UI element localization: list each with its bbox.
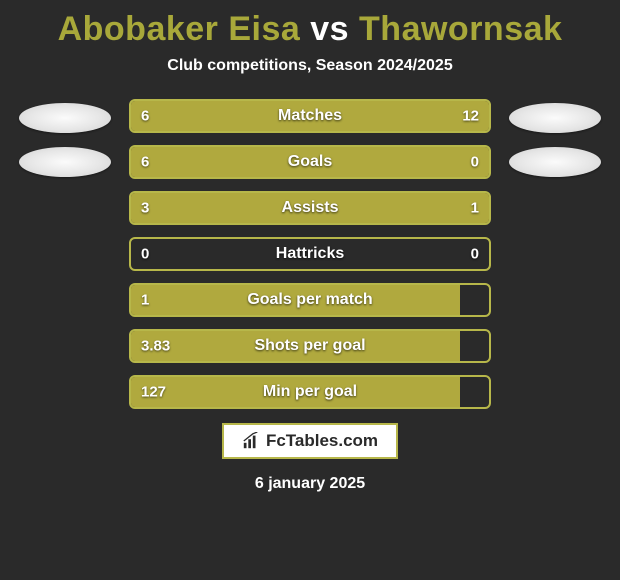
player2-name: Thawornsak bbox=[359, 10, 562, 48]
metric-value-right: 0 bbox=[471, 154, 479, 171]
metric-row: 6 0 Goals bbox=[129, 145, 491, 179]
metric-value-left: 127 bbox=[141, 384, 166, 401]
subtitle: Club competitions, Season 2024/2025 bbox=[0, 57, 620, 75]
metric-value-right: 12 bbox=[462, 108, 479, 125]
player1-avatar-2 bbox=[19, 147, 111, 177]
metric-label: Min per goal bbox=[263, 383, 357, 401]
metric-fill-left bbox=[131, 147, 417, 177]
metric-label: Goals bbox=[288, 153, 332, 171]
metric-row: 0 0 Hattricks bbox=[129, 237, 491, 271]
metric-value-right: 1 bbox=[471, 200, 479, 217]
player1-name: Abobaker Eisa bbox=[58, 10, 301, 48]
metric-fill-left bbox=[131, 193, 400, 223]
metric-value-left: 6 bbox=[141, 108, 149, 125]
player1-avatars bbox=[15, 99, 115, 177]
metric-label: Goals per match bbox=[247, 291, 372, 309]
comparison-body: 6 12 Matches 6 0 Goals 3 1 Assists 0 0 Hattricks 1 Go… bbox=[0, 99, 620, 409]
metric-value-left: 6 bbox=[141, 154, 149, 171]
metric-value-left: 1 bbox=[141, 292, 149, 309]
metric-label: Matches bbox=[278, 107, 342, 125]
metric-value-left: 3 bbox=[141, 200, 149, 217]
metric-row: 3 1 Assists bbox=[129, 191, 491, 225]
metric-label: Shots per goal bbox=[254, 337, 365, 355]
metric-value-left: 3.83 bbox=[141, 338, 170, 355]
comparison-infographic: Abobaker Eisa vs Thawornsak Club competi… bbox=[0, 0, 620, 580]
metric-row: 1 Goals per match bbox=[129, 283, 491, 317]
metric-value-left: 0 bbox=[141, 246, 149, 263]
logo-text: FcTables.com bbox=[266, 431, 378, 451]
footer-date: 6 january 2025 bbox=[0, 475, 620, 493]
metric-bars: 6 12 Matches 6 0 Goals 3 1 Assists 0 0 Hattricks 1 Go… bbox=[129, 99, 491, 409]
player1-avatar-1 bbox=[19, 103, 111, 133]
footer: FcTables.com 6 january 2025 bbox=[0, 423, 620, 493]
logo-box: FcTables.com bbox=[222, 423, 398, 459]
chart-icon bbox=[242, 432, 260, 450]
metric-row: 6 12 Matches bbox=[129, 99, 491, 133]
metric-value-right: 0 bbox=[471, 246, 479, 263]
page-title: Abobaker Eisa vs Thawornsak bbox=[0, 10, 620, 49]
metric-label: Hattricks bbox=[276, 245, 344, 263]
player2-avatar-1 bbox=[509, 103, 601, 133]
metric-row: 3.83 Shots per goal bbox=[129, 329, 491, 363]
player2-avatar-2 bbox=[509, 147, 601, 177]
metric-label: Assists bbox=[282, 199, 339, 217]
player2-avatars bbox=[505, 99, 605, 177]
vs-label: vs bbox=[310, 10, 349, 48]
metric-row: 127 Min per goal bbox=[129, 375, 491, 409]
